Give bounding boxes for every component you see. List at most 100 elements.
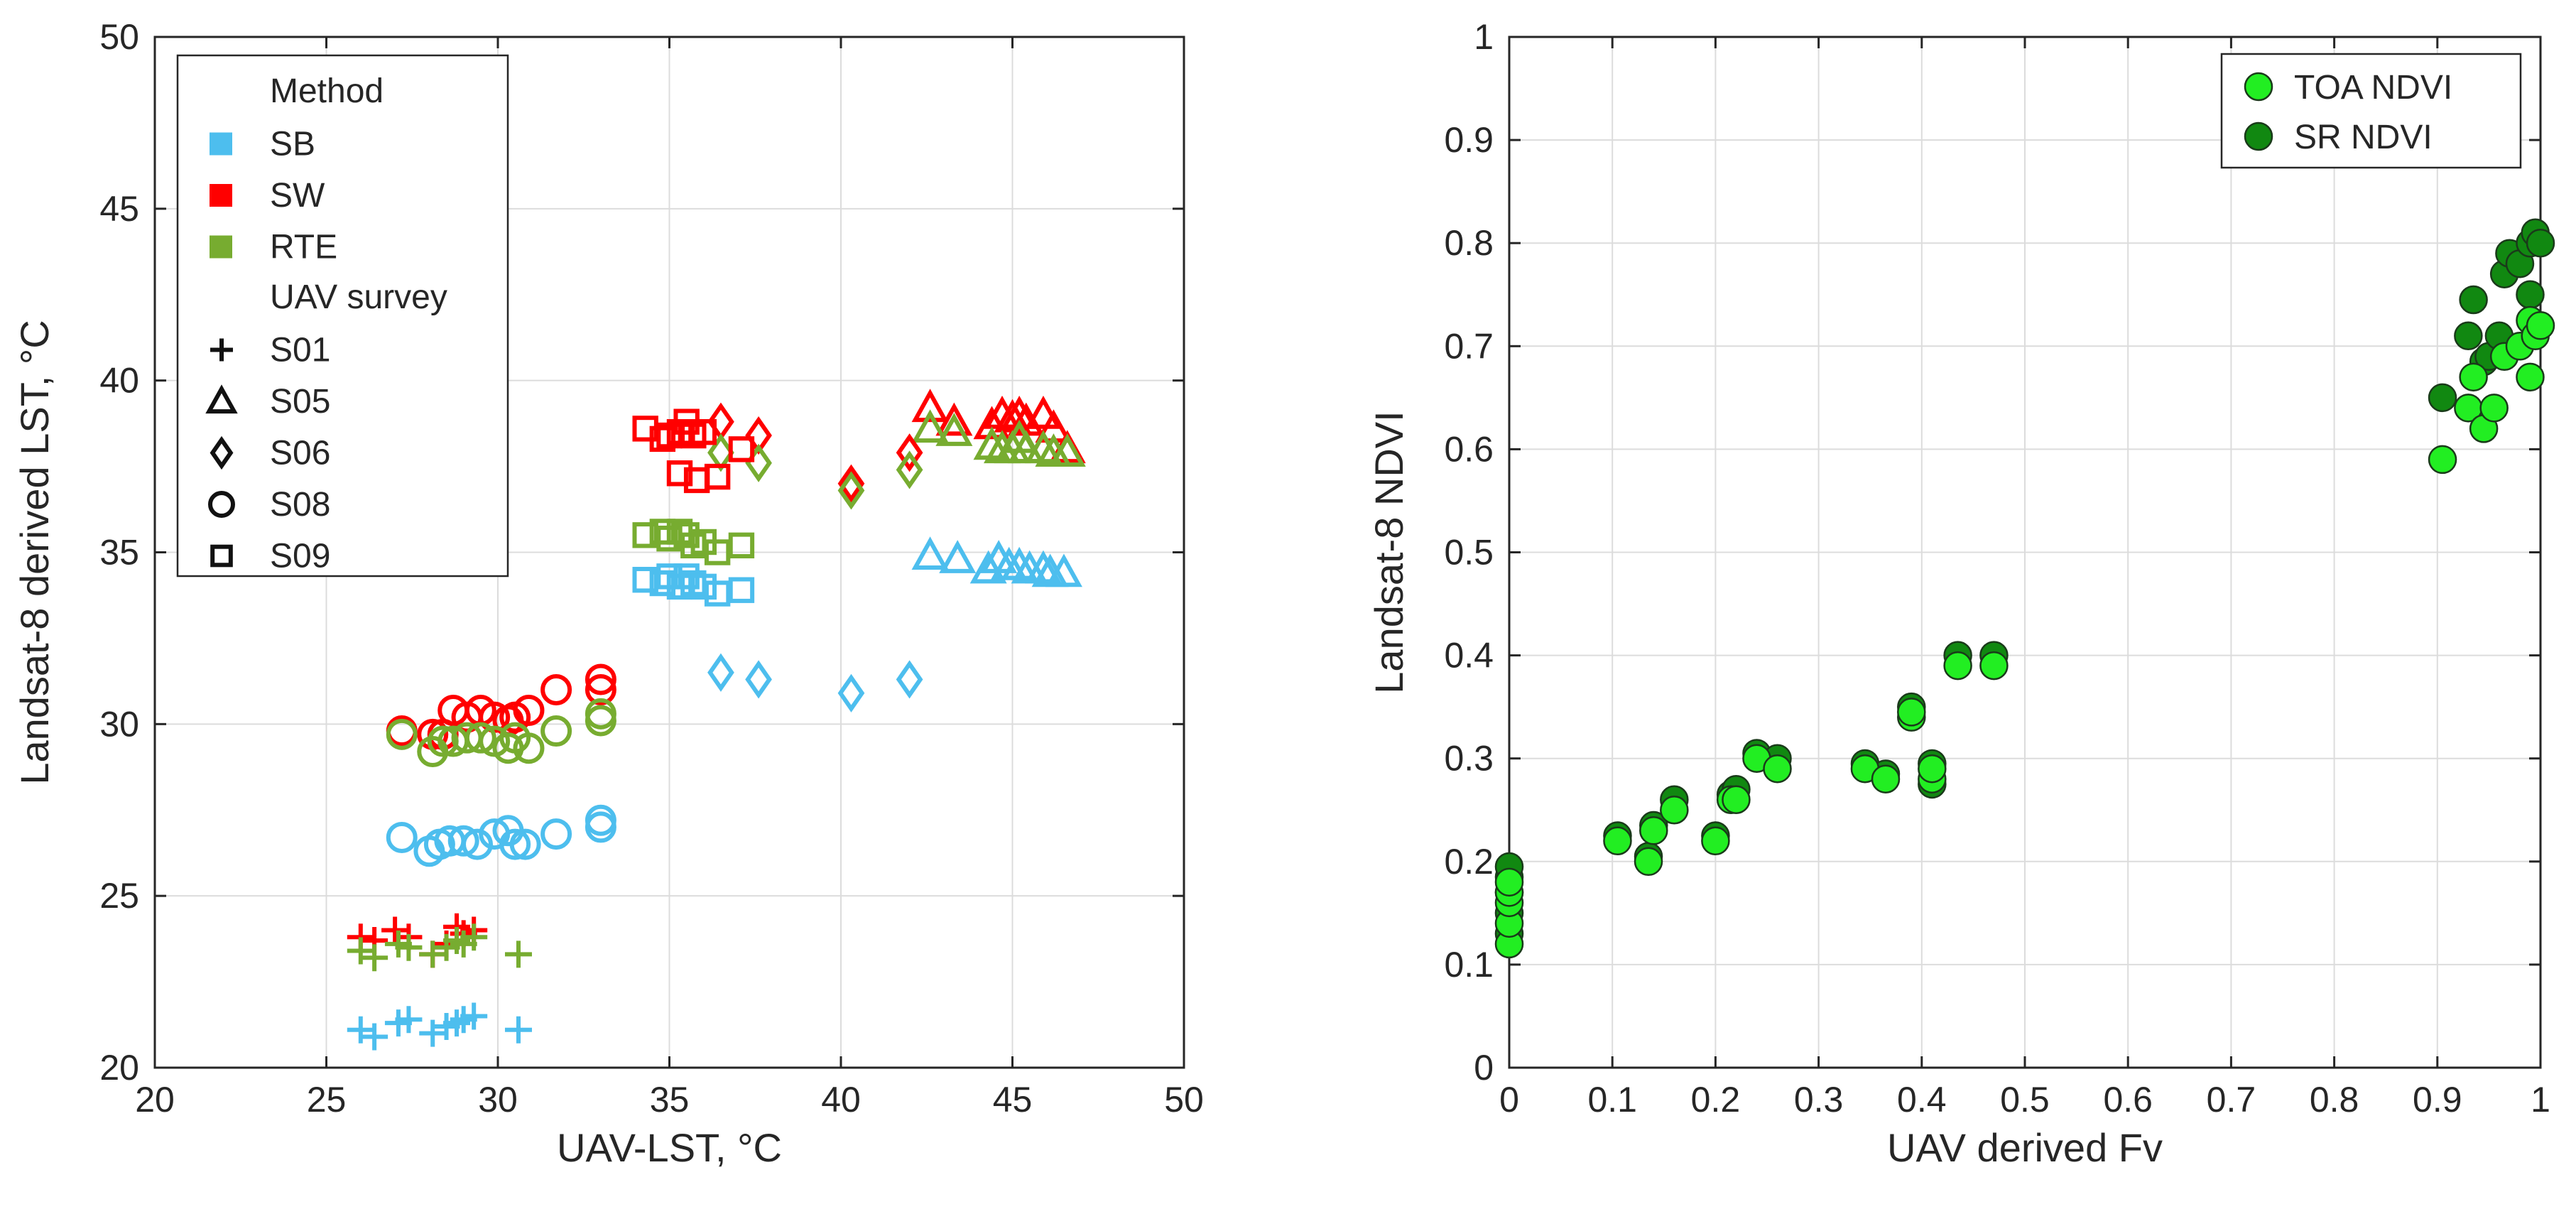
data-point [896, 450, 923, 489]
x-tick-label: 0.1 [1587, 1080, 1637, 1120]
y-tick-label: 0.4 [1444, 636, 1494, 676]
data-point [386, 821, 418, 853]
legend-marker-icon [210, 338, 233, 362]
data-point [381, 916, 409, 944]
y-tick-label: 0.5 [1444, 533, 1494, 573]
data-point [683, 467, 710, 494]
legend-survey-label: S09 [270, 538, 330, 575]
data-point [540, 715, 572, 747]
data-point [1918, 754, 1947, 784]
data-point [509, 828, 541, 860]
data-point [2459, 362, 2488, 392]
series-rte-s08 [386, 698, 616, 768]
y-tick-label: 35 [99, 533, 139, 573]
y-tick-label: 0.1 [1444, 945, 1494, 985]
y-tick-label: 40 [99, 361, 139, 401]
ticks [153, 36, 1185, 1069]
data-point [464, 722, 496, 754]
data-point [1871, 764, 1901, 793]
y-tick-label: 25 [99, 876, 139, 916]
y-tick-label: 0.3 [1444, 739, 1494, 779]
data-point [911, 536, 949, 570]
x-tick-label: 25 [307, 1080, 347, 1120]
data-point [1494, 867, 1524, 897]
data-point [2428, 383, 2457, 413]
legend-swatch [210, 235, 232, 259]
series-sw-s08 [386, 663, 616, 750]
x-tick-label: 0.8 [2310, 1080, 2359, 1120]
data-point [1024, 430, 1062, 464]
x-tick-label: 20 [135, 1080, 175, 1120]
series-sb-s08 [386, 804, 616, 867]
grid [1509, 37, 2540, 1068]
data-point [462, 828, 494, 860]
data-point [707, 433, 734, 472]
legend-method-label: SB [270, 126, 315, 163]
x-tick-label: 30 [478, 1080, 518, 1120]
data-point [1639, 816, 1668, 845]
y-tick-label: 1 [1474, 17, 1494, 57]
data-point [419, 941, 447, 968]
legend-box [2220, 53, 2522, 169]
x-tick-label: 40 [821, 1080, 861, 1120]
data-point [911, 389, 949, 423]
chart-lst-comparison: 20 25 30 35 40 45 50 20 25 30 35 40 45 50 UAV-LST, °C L… [12, 17, 1204, 1170]
data-point [2516, 362, 2545, 392]
data-point [969, 550, 1007, 584]
data-point [728, 436, 755, 462]
data-point [649, 570, 676, 597]
data-points [1494, 218, 2555, 959]
data-point [896, 433, 923, 472]
y-tick-label: 0.8 [1444, 223, 1494, 263]
y-tick-label: 0.9 [1444, 120, 1494, 160]
legend-marker-icon [205, 384, 238, 414]
y-tick-label: 0.6 [1444, 429, 1494, 469]
data-point [632, 522, 658, 548]
data-point [585, 663, 616, 695]
chart-ndvi-vs-fv: 0 0.1 0.2 0.3 0.4 0.5 0.6 0.7 0.8 0.9 1 0 0.1 0.2 0.3 0… [1366, 17, 2555, 1170]
x-tick-label: 0.2 [1691, 1080, 1741, 1120]
data-point [2516, 280, 2545, 309]
data-point [386, 718, 418, 750]
legend-swatch [210, 184, 232, 207]
data-point [1045, 553, 1082, 587]
data-point [704, 580, 731, 607]
legend-label: SR NDVI [2294, 119, 2433, 156]
data-point [2479, 394, 2509, 423]
data-point [395, 1006, 423, 1034]
series-rte-s09 [632, 519, 755, 565]
data-point [499, 828, 531, 860]
legend-marker-icon [2244, 72, 2273, 102]
data-point [837, 464, 865, 503]
data-point [504, 1016, 532, 1044]
data-point [443, 1009, 471, 1037]
data-point [1001, 546, 1038, 580]
legend-survey-label: S05 [270, 383, 330, 421]
data-point [896, 660, 923, 699]
data-point [1897, 698, 1926, 727]
data-point [939, 540, 977, 573]
data-point [443, 927, 471, 955]
data-point [935, 413, 973, 446]
data-point [361, 1023, 388, 1051]
data-point [347, 937, 374, 965]
series-sb-s01 [347, 1002, 532, 1051]
x-tick-label: 0.4 [1897, 1080, 1947, 1120]
data-point [666, 519, 693, 545]
data-point [690, 419, 717, 445]
series-sb-s09 [632, 563, 755, 607]
data-point [540, 673, 572, 705]
data-point [837, 673, 865, 712]
data-point [632, 566, 658, 593]
legend: Method SB SW RTE UAV survey S01 S05 S06 S08 S09 [176, 54, 509, 578]
legend-survey-label: S08 [270, 486, 330, 524]
legend-method-label: SW [270, 177, 325, 215]
data-point [1024, 395, 1062, 429]
legend-box [176, 54, 509, 578]
data-point [935, 402, 973, 436]
legend-marker-icon [208, 491, 235, 518]
ticks [1508, 36, 2542, 1069]
data-point [513, 732, 545, 764]
data-point [728, 532, 755, 559]
